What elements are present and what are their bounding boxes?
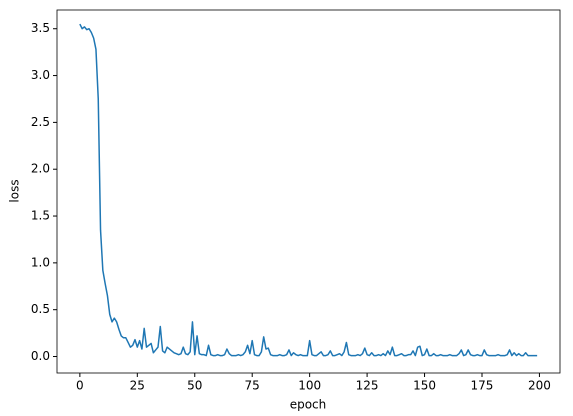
y-tick-label: 3.0: [31, 68, 50, 82]
x-axis-label: epoch: [290, 398, 327, 412]
y-tick-label: 2.0: [31, 162, 50, 176]
x-tick-label: 125: [356, 379, 379, 393]
y-tick-label: 2.5: [31, 115, 50, 129]
x-tick-label: 150: [413, 379, 436, 393]
x-tick-label: 50: [187, 379, 202, 393]
y-tick-label: 1.0: [31, 255, 50, 269]
y-tick-label: 0.5: [31, 302, 50, 316]
x-tick-label: 100: [298, 379, 321, 393]
x-tick-label: 75: [245, 379, 260, 393]
y-tick-label: 1.5: [31, 209, 50, 223]
y-tick-label: 0.0: [31, 349, 50, 363]
axes-frame: [56, 9, 561, 374]
y-tick-label: 3.5: [31, 21, 50, 35]
x-tick-label: 175: [471, 379, 494, 393]
x-tick-label: 200: [528, 379, 551, 393]
x-tick-label: 25: [130, 379, 145, 393]
loss-line: [79, 23, 538, 357]
y-axis-label: loss: [8, 179, 22, 202]
x-tick-label: 0: [76, 379, 84, 393]
